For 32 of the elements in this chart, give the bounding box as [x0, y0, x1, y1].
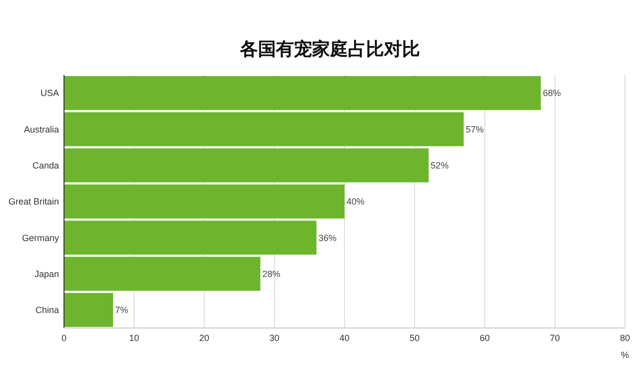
bar — [64, 184, 344, 218]
bar — [64, 112, 464, 146]
y-tick-label: Canda — [32, 160, 59, 171]
x-tick-label: 30 — [269, 333, 280, 343]
y-tick-label: Australia — [24, 124, 59, 134]
x-tick-label: 50 — [410, 333, 420, 343]
bar — [64, 76, 541, 110]
data-label: 7% — [115, 305, 128, 316]
chart-title: 各国有宠家庭占比对比 — [239, 39, 420, 59]
data-label: 68% — [542, 88, 561, 98]
y-tick-label: USA — [40, 88, 59, 98]
x-tick-label: 60 — [480, 333, 490, 343]
x-tick-label: 70 — [550, 333, 560, 343]
data-label: 28% — [262, 268, 280, 279]
bar — [64, 220, 316, 255]
x-tick-label: 0 — [61, 333, 67, 343]
bar — [64, 292, 114, 327]
y-tick-label: China — [35, 305, 59, 316]
y-tick-label: Germany — [22, 232, 60, 243]
x-tick-label: 10 — [129, 333, 140, 343]
x-axis-title: % — [620, 350, 630, 360]
x-tick-label: 80 — [620, 333, 630, 343]
data-label: 52% — [430, 160, 449, 171]
data-label: 57% — [466, 124, 484, 134]
data-label: 40% — [346, 196, 365, 207]
bar — [64, 148, 429, 182]
data-label: 36% — [318, 232, 336, 243]
x-tick-label: 20 — [199, 333, 210, 343]
y-tick-label: Great Britain — [8, 196, 59, 207]
bar — [64, 256, 260, 291]
y-tick-label: Japan — [34, 268, 59, 279]
x-tick-label: 40 — [339, 333, 350, 343]
